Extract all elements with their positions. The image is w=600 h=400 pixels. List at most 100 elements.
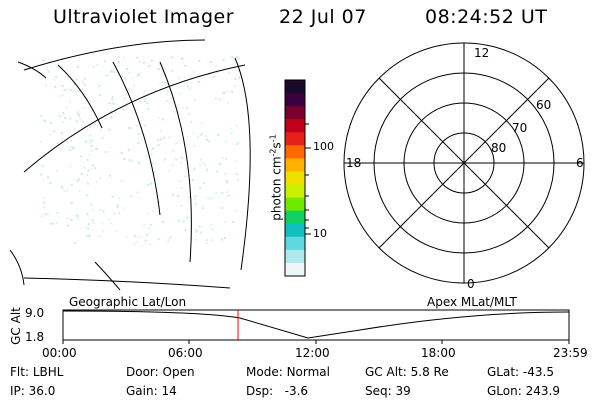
door-status: Door: Open bbox=[126, 365, 195, 379]
emission-speck bbox=[70, 183, 73, 186]
emission-speck bbox=[63, 89, 66, 92]
emission-speck bbox=[136, 56, 139, 59]
emission-speck bbox=[102, 230, 105, 233]
colorbar-band bbox=[285, 132, 305, 146]
emission-speck bbox=[165, 100, 168, 102]
emission-speck bbox=[111, 95, 114, 98]
emission-speck bbox=[123, 97, 126, 100]
emission-speck bbox=[112, 102, 115, 105]
emission-speck bbox=[221, 207, 224, 210]
emission-speck bbox=[238, 76, 241, 79]
emission-speck bbox=[197, 136, 200, 139]
emission-speck bbox=[205, 168, 208, 171]
glon-label: GLon: bbox=[487, 384, 522, 398]
emission-speck bbox=[235, 173, 238, 176]
gain-value: 14 bbox=[161, 384, 177, 398]
emission-speck bbox=[162, 220, 164, 223]
mode-value: Normal bbox=[286, 365, 330, 379]
emission-speck bbox=[83, 82, 86, 85]
emission-speck bbox=[87, 182, 89, 185]
orbit-xtick: 18:00 bbox=[421, 346, 456, 360]
emission-speck bbox=[77, 65, 79, 68]
emission-speck bbox=[88, 154, 91, 157]
emission-speck bbox=[99, 176, 102, 179]
emission-speck bbox=[150, 152, 153, 155]
emission-speck bbox=[225, 180, 228, 183]
emission-speck bbox=[193, 167, 196, 170]
emission-speck bbox=[194, 198, 196, 201]
emission-speck bbox=[235, 124, 238, 127]
emission-speck bbox=[224, 172, 227, 175]
emission-speck bbox=[231, 56, 234, 59]
emission-speck bbox=[147, 108, 150, 110]
colorbar-band bbox=[285, 158, 305, 172]
emission-speck bbox=[224, 220, 227, 223]
emission-speck bbox=[118, 61, 120, 64]
emission-speck bbox=[110, 110, 113, 113]
emission-speck bbox=[174, 111, 177, 114]
emission-speck bbox=[227, 101, 230, 104]
emission-speck bbox=[64, 116, 67, 119]
filter-label: Flt: bbox=[10, 365, 29, 379]
emission-speck bbox=[61, 131, 63, 134]
emission-speck bbox=[181, 107, 184, 110]
emission-speck bbox=[99, 208, 102, 211]
emission-speck bbox=[62, 121, 65, 123]
seq-label: Seq: bbox=[365, 384, 392, 398]
ip-status: IP: 36.0 bbox=[10, 384, 55, 398]
emission-speck bbox=[102, 210, 105, 213]
emission-speck bbox=[69, 88, 72, 91]
emission-speck bbox=[45, 66, 48, 69]
emission-speck bbox=[237, 58, 240, 60]
emission-speck bbox=[72, 147, 75, 150]
emission-speck bbox=[61, 67, 64, 69]
emission-speck bbox=[82, 80, 85, 83]
emission-speck bbox=[170, 56, 173, 59]
emission-speck bbox=[167, 90, 169, 93]
emission-speck bbox=[49, 133, 52, 136]
emission-speck bbox=[194, 202, 197, 205]
emission-speck bbox=[110, 222, 112, 225]
emission-speck bbox=[150, 59, 153, 62]
emission-speck bbox=[139, 60, 141, 63]
colorbar-band bbox=[285, 262, 305, 277]
emission-speck bbox=[166, 82, 169, 85]
emission-speck bbox=[133, 235, 136, 238]
colorbar-tick-10: 10 bbox=[313, 227, 327, 240]
emission-speck bbox=[69, 145, 72, 148]
emission-speck bbox=[138, 100, 141, 103]
emission-speck bbox=[111, 98, 114, 101]
emission-speck bbox=[177, 195, 180, 198]
emission-speck bbox=[40, 214, 43, 217]
emission-speck bbox=[207, 197, 209, 199]
emission-speck bbox=[221, 92, 224, 95]
emission-speck bbox=[180, 156, 183, 159]
emission-speck bbox=[88, 139, 91, 142]
emission-speck bbox=[133, 243, 136, 246]
colorbar-band bbox=[285, 223, 305, 238]
emission-speck bbox=[125, 235, 128, 238]
emission-speck bbox=[87, 169, 90, 172]
emission-speck bbox=[85, 234, 88, 237]
emission-speck bbox=[205, 242, 208, 244]
emission-speck bbox=[167, 170, 170, 173]
emission-speck bbox=[90, 203, 93, 206]
emission-speck bbox=[144, 97, 147, 100]
emission-speck bbox=[147, 212, 150, 215]
emission-speck bbox=[143, 90, 146, 93]
emission-speck bbox=[192, 131, 195, 134]
emission-speck bbox=[138, 72, 141, 75]
emission-speck bbox=[116, 71, 119, 74]
emission-speck bbox=[76, 110, 79, 113]
emission-speck bbox=[89, 134, 92, 137]
emission-speck bbox=[218, 98, 221, 101]
emission-speck bbox=[129, 127, 132, 130]
emission-speck bbox=[128, 159, 131, 162]
emission-speck bbox=[149, 243, 151, 246]
emission-speck bbox=[109, 174, 111, 177]
emission-speck bbox=[66, 189, 69, 192]
emission-speck bbox=[108, 218, 110, 221]
emission-speck bbox=[52, 222, 54, 225]
emission-speck bbox=[95, 147, 98, 150]
emission-speck bbox=[180, 57, 183, 60]
